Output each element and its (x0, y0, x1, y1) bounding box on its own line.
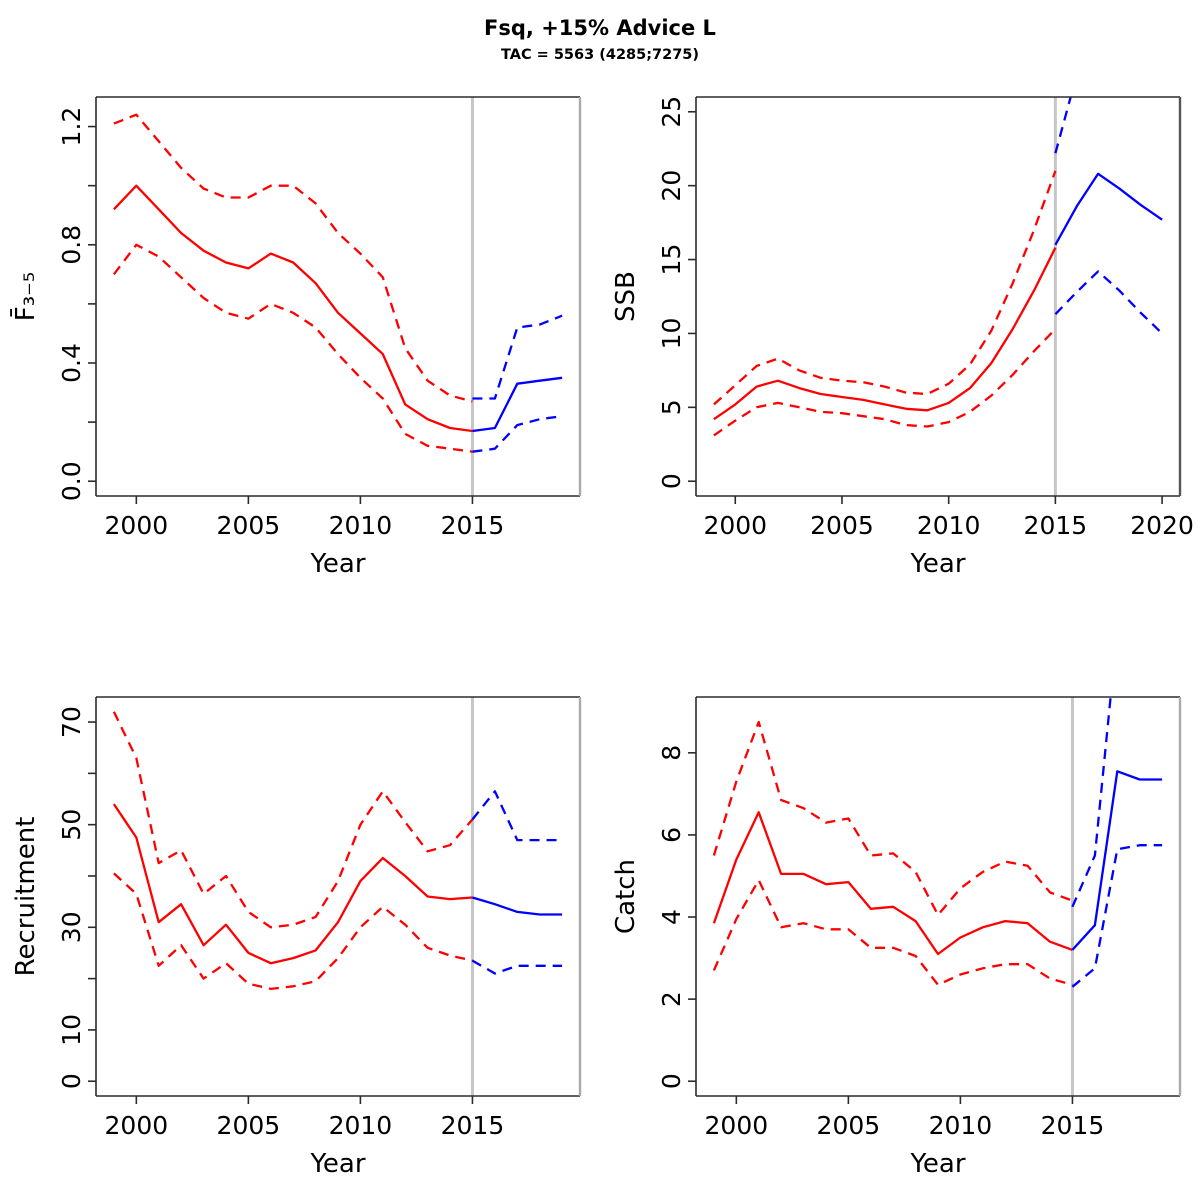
fbar-hist-upper-line (113, 113, 473, 403)
x-axis-title: Year (309, 549, 365, 579)
recruitment-hist-lower-line (113, 872, 473, 991)
ssb-forecast-upper-line (1054, 97, 1072, 154)
y-tick-label: 4 (657, 909, 686, 925)
y-tick-label: 0.8 (57, 225, 86, 265)
y-tick-label: 0 (657, 1073, 686, 1089)
x-tick-label: 2010 (929, 1111, 993, 1140)
y-axis-title: Catch (611, 859, 641, 934)
figure-subtitle: TAC = 5563 (4285;7275) (500, 47, 700, 63)
y-tick-label: 0 (57, 1073, 86, 1089)
x-tick-label: 2000 (105, 1111, 169, 1140)
y-tick-label: 30 (57, 911, 86, 943)
x-tick-label: 2005 (817, 1111, 881, 1140)
y-tick-label: 5 (657, 399, 686, 415)
y-tick-label: 0.4 (57, 343, 86, 383)
ssb-forecast-median-line (1054, 172, 1163, 246)
y-tick-label: 8 (657, 745, 686, 761)
y-tick-label: 10 (657, 318, 686, 350)
x-tick-label: 2015 (1024, 511, 1088, 540)
x-tick-label: 2010 (329, 1111, 393, 1140)
x-tick-label: 2005 (217, 511, 281, 540)
catch-forecast-upper-line (1071, 697, 1112, 908)
x-tick-label: 2010 (329, 511, 393, 540)
fbar-forecast-lower-line (472, 415, 563, 453)
panel-catch: 2000 2005 2010 2015 0 2 4 6 8 Year Catch (611, 696, 1182, 1179)
ssb-hist-upper-line (713, 170, 1057, 406)
x-tick-label: 2015 (441, 1111, 505, 1140)
x-tick-label: 2010 (917, 511, 981, 540)
x-axis-title: Year (909, 549, 965, 579)
y-tick-label: 1.2 (57, 107, 86, 147)
series-group (713, 97, 1163, 437)
fbar-hist-median-line (113, 184, 473, 433)
fbar-forecast-median-line (472, 376, 563, 433)
x-tick-label: 2015 (1041, 1111, 1105, 1140)
recruitment-hist-upper-line (112, 711, 474, 929)
x-axis-title: Year (909, 1149, 965, 1179)
panel-fbar: 2000 2005 2010 2015 0.0 0.4 0.8 1.2 Year F̄₃₋₅ (9, 96, 582, 579)
x-tick-label: 2000 (703, 511, 767, 540)
recruitment-hist-median-line (112, 803, 473, 965)
y-tick-label: 0.0 (57, 461, 86, 501)
panel-ssb: 2000 2005 2010 2015 2020 0 5 10 15 20 25 Year SSB (611, 96, 1194, 579)
x-axis-title: Year (309, 1149, 365, 1179)
y-tick-label: 25 (657, 96, 686, 128)
figure-title: Fsq, +15% Advice L (484, 16, 716, 40)
catch-forecast-lower-line (1071, 844, 1163, 988)
recruitment-forecast-median-line (472, 896, 563, 916)
series-group (712, 697, 1163, 988)
x-tick-label: 2020 (1130, 511, 1194, 540)
recruitment-forecast-lower-line (471, 959, 563, 975)
recruitment-forecast-upper-line (471, 790, 563, 842)
fbar-hist-lower-line (112, 243, 473, 453)
catch-hist-upper-line (712, 720, 1073, 917)
y-axis-title: Recruitment (11, 817, 41, 977)
y-tick-label: 20 (657, 170, 686, 202)
ssb-hist-median-line (713, 247, 1057, 421)
y-tick-label: 0 (657, 473, 686, 489)
y-tick-label: 10 (57, 1014, 86, 1046)
y-axis-title: F̄₃₋₅ (9, 272, 41, 322)
fbar-forecast-upper-line (472, 314, 563, 400)
x-tick-label: 2015 (441, 511, 505, 540)
ssb-hist-lower-line (713, 328, 1057, 437)
x-tick-label: 2005 (810, 511, 874, 540)
y-axis-title: SSB (611, 271, 641, 322)
x-tick-label: 2005 (217, 1111, 281, 1140)
y-tick-label: 2 (657, 991, 686, 1007)
x-tick-label: 2000 (105, 511, 169, 540)
x-tick-label: 2000 (705, 1111, 769, 1140)
catch-hist-lower-line (712, 878, 1073, 986)
panel-recruitment: 2000 2005 2010 2015 0 10 30 50 70 Year Recruitment (11, 696, 582, 1179)
catch-forecast-median-line (1071, 770, 1163, 951)
y-tick-label: 6 (657, 827, 686, 843)
series-group (112, 113, 563, 453)
y-tick-label: 50 (57, 809, 86, 841)
y-tick-label: 15 (657, 244, 686, 276)
ssb-forecast-lower-line (1054, 270, 1163, 335)
series-group (112, 711, 563, 991)
y-tick-label: 70 (57, 706, 86, 738)
catch-hist-median-line (712, 811, 1073, 956)
